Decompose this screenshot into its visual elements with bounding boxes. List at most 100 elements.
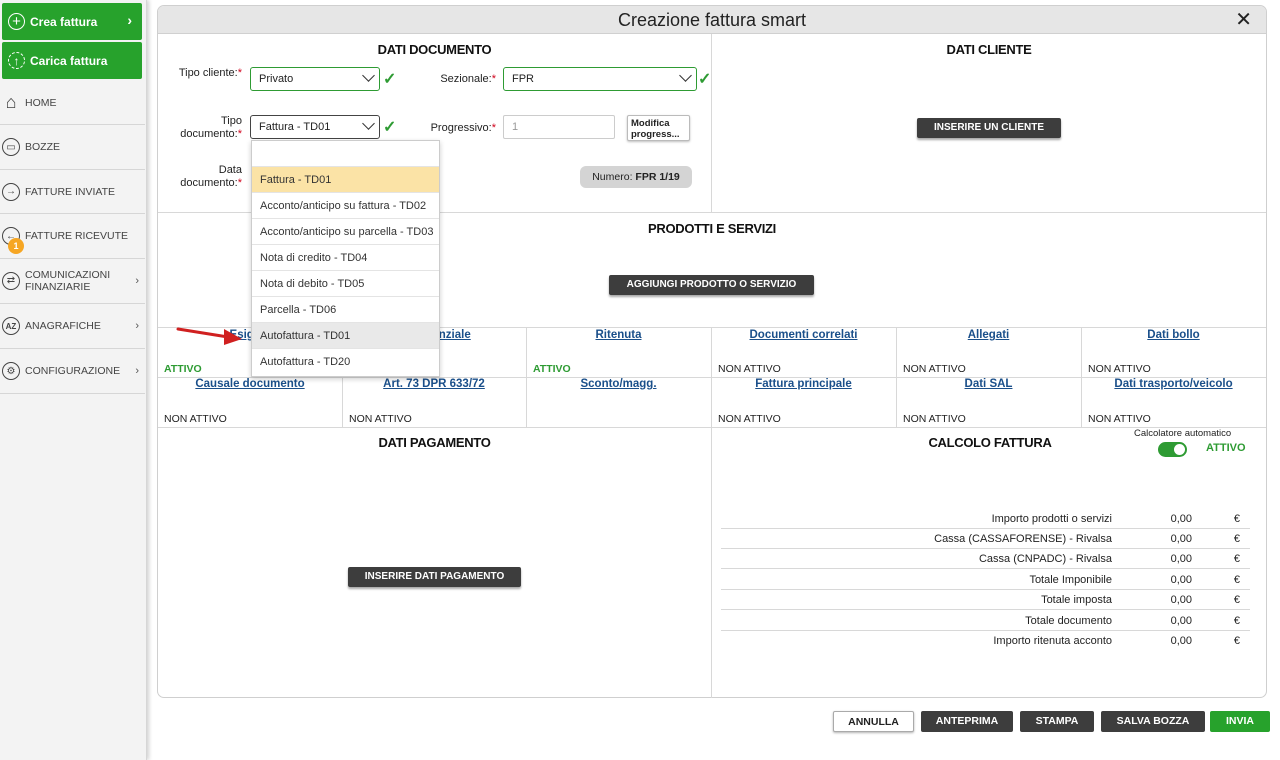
- tipo-cliente-select[interactable]: Privato: [250, 67, 380, 91]
- salva-bozza-button[interactable]: SALVA BOZZA: [1101, 711, 1205, 732]
- data-documento-label: Data documento:*: [180, 164, 242, 189]
- upload-invoice-button[interactable]: ↑ Carica fattura: [2, 42, 142, 79]
- dropdown-option[interactable]: Acconto/anticipo su parcella - TD03: [252, 218, 439, 244]
- link-dati-bollo[interactable]: Dati bollo: [1147, 329, 1200, 341]
- add-product-button[interactable]: AGGIUNGI PRODOTTO O SERVIZIO: [609, 275, 814, 295]
- calc-row: Cassa (CNPADC) - Rivalsa 0,00 €: [721, 549, 1250, 569]
- link-dati-sal[interactable]: Dati SAL: [964, 378, 1013, 390]
- calc-row: Totale imposta 0,00 €: [721, 590, 1250, 610]
- sidebar-item-configurazione[interactable]: ⚙ CONFIGURAZIONE ›: [0, 349, 145, 394]
- link-allegati[interactable]: Allegati: [967, 329, 1010, 341]
- checkmark-icon: ✓: [383, 71, 397, 88]
- status-dati-trasporto: NON ATTIVO: [1088, 413, 1151, 425]
- status-dati-bollo: NON ATTIVO: [1088, 363, 1151, 375]
- tipo-documento-dropdown: Fattura - TD01 Acconto/anticipo su fattu…: [251, 140, 440, 377]
- status-esigibilita: ATTIVO: [164, 363, 202, 375]
- progressivo-label: Progressivo:*: [430, 122, 496, 134]
- divider: [711, 327, 712, 698]
- auto-calc-label: Calcolatore automatico: [1134, 428, 1232, 439]
- link-art-73[interactable]: Art. 73 DPR 633/72: [383, 378, 485, 390]
- sezionale-select[interactable]: FPR: [503, 67, 697, 91]
- create-invoice-label: Crea fattura: [30, 14, 98, 29]
- checkmark-icon: ✓: [383, 119, 397, 136]
- dropdown-option[interactable]: Nota di credito - TD04: [252, 244, 439, 270]
- divider: [711, 34, 712, 212]
- sidebar-item-home[interactable]: ⌂ HOME: [0, 81, 145, 125]
- status-dati-sal: NON ATTIVO: [903, 413, 966, 425]
- plus-circle-icon: +: [8, 13, 25, 30]
- annotation-arrow-icon: [176, 327, 242, 345]
- dialog-title-bar: Creazione fattura smart ✕: [158, 6, 1266, 34]
- sidebar-item-label: HOME: [25, 96, 57, 109]
- chevron-down-icon: [362, 117, 375, 130]
- chevron-right-icon: ›: [127, 12, 132, 28]
- link-ritenuta[interactable]: Ritenuta: [595, 329, 642, 341]
- az-icon: AZ: [2, 317, 20, 335]
- checkmark-icon: ✓: [698, 71, 712, 88]
- sidebar-item-fatture-ricevute[interactable]: ← FATTURE RICEVUTE: [0, 214, 145, 259]
- link-dati-trasporto[interactable]: Dati trasporto/veicolo: [1114, 378, 1233, 390]
- invia-button[interactable]: INVIA: [1210, 711, 1270, 732]
- exchange-icon: ⇄: [2, 272, 20, 290]
- link-documenti-correlati[interactable]: Documenti correlati: [749, 329, 858, 341]
- status-art-73: NON ATTIVO: [349, 413, 412, 425]
- divider: [158, 212, 1266, 213]
- numero-value: FPR 1/19: [635, 171, 680, 183]
- anteprima-button[interactable]: ANTEPRIMA: [921, 711, 1013, 732]
- divider: [342, 327, 343, 427]
- create-invoice-button[interactable]: + Crea fattura ›: [2, 3, 142, 40]
- dropdown-option[interactable]: Parcella - TD06: [252, 296, 439, 322]
- sidebar-item-label: CONFIGURAZIONE: [25, 365, 121, 377]
- stampa-button[interactable]: STAMPA: [1020, 711, 1094, 732]
- sidebar-item-anagrafiche[interactable]: AZ ANAGRAFICHE ›: [0, 304, 145, 349]
- chevron-right-icon: ›: [135, 365, 139, 377]
- dropdown-option[interactable]: Acconto/anticipo su fattura - TD02: [252, 192, 439, 218]
- insert-payment-button[interactable]: INSERIRE DATI PAGAMENTO: [348, 567, 521, 587]
- progressivo-input[interactable]: 1: [503, 115, 615, 139]
- sidebar-item-label: BOZZE: [25, 141, 61, 153]
- status-documenti-correlati: NON ATTIVO: [718, 363, 781, 375]
- sidebar-item-label: ANAGRAFICHE: [25, 320, 101, 332]
- tipo-documento-label: Tipo documento:*: [180, 115, 242, 140]
- section-title-prodotti: PRODOTTI E SERVIZI: [648, 221, 776, 236]
- chevron-down-icon: [362, 69, 375, 82]
- sezionale-label: Sezionale:*: [440, 73, 496, 85]
- drafts-icon: ▭: [2, 138, 20, 156]
- dialog-title: Creazione fattura smart: [617, 10, 807, 30]
- auto-calc-toggle[interactable]: [1158, 442, 1187, 457]
- section-title-cliente: DATI CLIENTE: [946, 42, 1032, 57]
- dropdown-option[interactable]: Nota di debito - TD05: [252, 270, 439, 296]
- sidebar-item-bozze[interactable]: ▭ BOZZE: [0, 125, 145, 170]
- gear-icon: ⚙: [2, 362, 20, 380]
- toggle-knob: [1174, 444, 1185, 455]
- sidebar-item-comunicazioni[interactable]: ⇄ COMUNICAZIONI FINANZIARIE ›: [0, 259, 145, 304]
- close-icon[interactable]: ✕: [1235, 9, 1252, 31]
- sidebar-item-fatture-inviate[interactable]: → FATTURE INVIATE: [0, 170, 145, 214]
- calc-row: Totale documento 0,00 €: [721, 611, 1250, 631]
- divider: [896, 327, 897, 427]
- sidebar-item-label: COMUNICAZIONI FINANZIARIE: [25, 269, 111, 293]
- annulla-button[interactable]: ANNULLA: [833, 711, 914, 732]
- dropdown-blank-option[interactable]: [252, 141, 439, 166]
- chevron-down-icon: [679, 69, 692, 82]
- link-sconto[interactable]: Sconto/magg.: [580, 378, 657, 390]
- dropdown-option-hovered[interactable]: Autofattura - TD01: [252, 322, 439, 348]
- status-allegati: NON ATTIVO: [903, 363, 966, 375]
- divider: [526, 327, 527, 427]
- dropdown-option[interactable]: Fattura - TD01: [252, 166, 439, 192]
- insert-client-button[interactable]: INSERIRE UN CLIENTE: [917, 118, 1061, 138]
- divider: [158, 327, 1266, 328]
- calc-row: Importo ritenuta acconto 0,00 €: [993, 635, 1240, 647]
- link-causale-documento[interactable]: Causale documento: [195, 378, 305, 390]
- dropdown-option[interactable]: Autofattura - TD20: [252, 348, 439, 374]
- sidebar: + Crea fattura › ↑ Carica fattura ⌂ HOME…: [0, 0, 147, 760]
- tipo-documento-select[interactable]: Fattura - TD01: [250, 115, 380, 139]
- sezionale-value: FPR: [512, 73, 534, 85]
- link-fattura-principale[interactable]: Fattura principale: [755, 378, 852, 390]
- status-ritenuta: ATTIVO: [533, 363, 571, 375]
- section-title-pagamento: DATI PAGAMENTO: [378, 435, 491, 450]
- sidebar-item-label: FATTURE RICEVUTE: [25, 230, 129, 242]
- tipo-cliente-label: Tipo cliente:*: [178, 67, 242, 79]
- modifica-progressivo-button[interactable]: Modifica progress...: [627, 115, 690, 141]
